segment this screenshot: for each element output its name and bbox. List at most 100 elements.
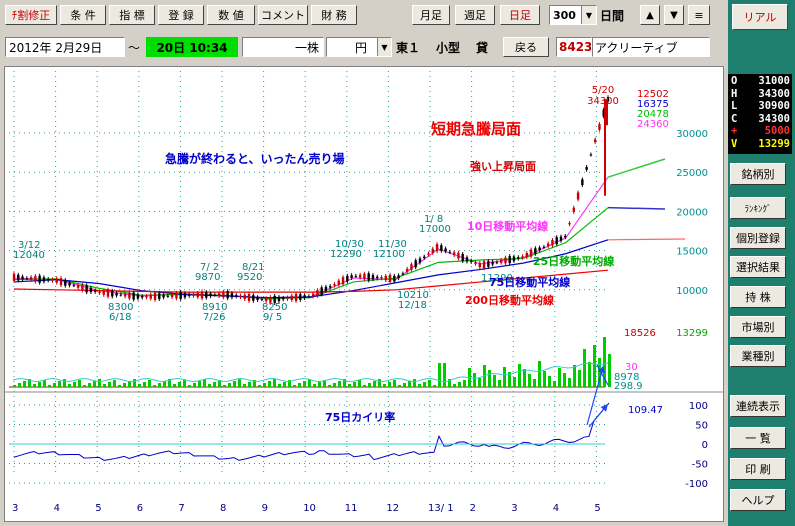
volume-bar [178, 382, 181, 387]
volume-bar [588, 362, 591, 387]
volume-bar [138, 384, 141, 387]
x-tick-label: 13/ 1 [428, 503, 454, 514]
candle-body [371, 275, 375, 280]
candle-body [551, 239, 554, 246]
register-button[interactable]: 登 録 [158, 5, 204, 25]
ranking-button[interactable]: ﾗﾝｷﾝｸﾞ [730, 197, 786, 219]
by-market-button[interactable]: 市場別 [730, 316, 786, 338]
individual-register-button[interactable]: 個別登録 [730, 227, 786, 249]
chart-area[interactable]: 3 4 5 6 7 8 9 10 11 12 13/ 1 2 3 4 5 30000 25000 20000 150… [4, 66, 724, 522]
chart-grid: 3 4 5 6 7 8 9 10 11 12 13/ 1 2 3 4 5300002500020000150… [5, 71, 723, 514]
ma200-value-label: 12502 [637, 89, 669, 100]
unit-field: 一株 [242, 37, 324, 57]
volume-bar [143, 382, 146, 387]
volume-bar [323, 380, 326, 387]
menu-icon[interactable]: ≡ [688, 5, 710, 25]
volume-bar [133, 379, 136, 387]
currency-select[interactable]: 円 ▼ [326, 37, 392, 57]
candle-body [585, 166, 588, 170]
candle-body [444, 248, 447, 252]
ma10-value-label: 24360 [637, 119, 669, 130]
volume-bar [413, 379, 416, 387]
volume-bar [503, 367, 506, 387]
volume-bar [313, 384, 316, 387]
back-button[interactable]: 戻る [503, 37, 549, 57]
volume-bar [428, 380, 431, 387]
stock-list-button[interactable]: 銘柄別 [730, 163, 786, 185]
volume-bar [418, 384, 421, 387]
date-from-field[interactable]: 2012年 2月29日 [5, 37, 125, 57]
volume-bar [398, 385, 401, 387]
up-arrow-icon[interactable]: ▲ [640, 5, 660, 25]
chevron-down-icon[interactable]: ▼ [581, 6, 596, 24]
date-to-field[interactable]: 20日 10:34 [146, 37, 238, 57]
numeric-button[interactable]: 数 値 [207, 5, 255, 25]
candle-body [525, 252, 529, 258]
volume-bar [238, 379, 241, 387]
candle-body [111, 290, 114, 297]
list-button[interactable]: 一 覧 [730, 427, 786, 449]
stock-code-field[interactable]: 8423 [556, 37, 592, 57]
index-button[interactable]: 指 標 [109, 5, 155, 25]
quote-key: V [731, 137, 738, 150]
candle-body [555, 237, 558, 245]
volume-bar [333, 383, 336, 387]
volume-bar [363, 385, 366, 387]
volume-bar [183, 380, 186, 387]
candle-body [55, 278, 58, 283]
ma75-line [13, 239, 609, 299]
comment-button[interactable]: コメント [258, 5, 308, 25]
print-button[interactable]: 印 刷 [730, 458, 786, 480]
volume-bar [88, 383, 91, 387]
monthly-button[interactable]: 月足 [412, 5, 450, 25]
annotation-strong-up: 強い上昇局面 [470, 159, 536, 173]
down-arrow-icon[interactable]: ▼ [664, 5, 684, 25]
volume-bar [93, 381, 96, 387]
tilde-label: ～ [128, 40, 141, 55]
finance-button[interactable]: 財 務 [311, 5, 357, 25]
volume-bar [98, 379, 101, 387]
x-tick-label: 9 [262, 503, 268, 514]
volume-bar [168, 379, 171, 387]
candle-body [158, 293, 161, 300]
candle-body [209, 293, 212, 297]
candle-body [320, 287, 323, 295]
candle-body [294, 293, 298, 301]
candle-body [397, 275, 400, 279]
annotation-ma200: 200日移動平均線 [465, 293, 554, 307]
candle-body [593, 139, 597, 143]
realtime-button[interactable]: リアル [732, 4, 788, 30]
candle-body [376, 276, 379, 279]
split-revise-button[interactable]: ﾁ割修正 [5, 5, 57, 25]
selection-result-button[interactable]: 選択結果 [730, 256, 786, 278]
by-sector-button[interactable]: 業種別 [730, 345, 786, 367]
deviation-value-label: 109.47 [628, 405, 663, 416]
candle-body [564, 235, 567, 238]
chevron-down-icon[interactable]: ▼ [377, 38, 391, 56]
condition-button[interactable]: 条 件 [60, 5, 106, 25]
quote-key: H [731, 87, 738, 100]
candle-body [405, 268, 409, 272]
dev-tick-label: -50 [692, 460, 708, 471]
annotation-ma10: 10日移動平均線 [467, 219, 548, 233]
candle-body [508, 256, 511, 264]
stock-chart[interactable]: 3 4 5 6 7 8 9 10 11 12 13/ 1 2 3 4 5300002500020000150… [5, 67, 723, 521]
volume-last-label: 13299 [676, 328, 708, 339]
help-button[interactable]: ヘルプ [730, 489, 786, 511]
quote-value: 34300 [758, 87, 790, 100]
candle-body [247, 293, 251, 301]
volume-bar [473, 373, 476, 387]
continuous-display-button[interactable]: 連続表示 [730, 395, 786, 417]
candle-body [132, 292, 135, 300]
candle-body [299, 294, 302, 300]
daily-button[interactable]: 日足 [500, 5, 540, 25]
volume-bar [268, 381, 271, 387]
quote-value: 31000 [758, 75, 790, 87]
candle-body [269, 297, 272, 303]
volume-bar [348, 384, 351, 387]
candle-body [175, 292, 178, 299]
span-select[interactable]: 300 ▼ [549, 5, 597, 25]
weekly-button[interactable]: 週足 [455, 5, 495, 25]
holdings-button[interactable]: 持 株 [730, 286, 786, 308]
volume-bar [298, 383, 301, 387]
